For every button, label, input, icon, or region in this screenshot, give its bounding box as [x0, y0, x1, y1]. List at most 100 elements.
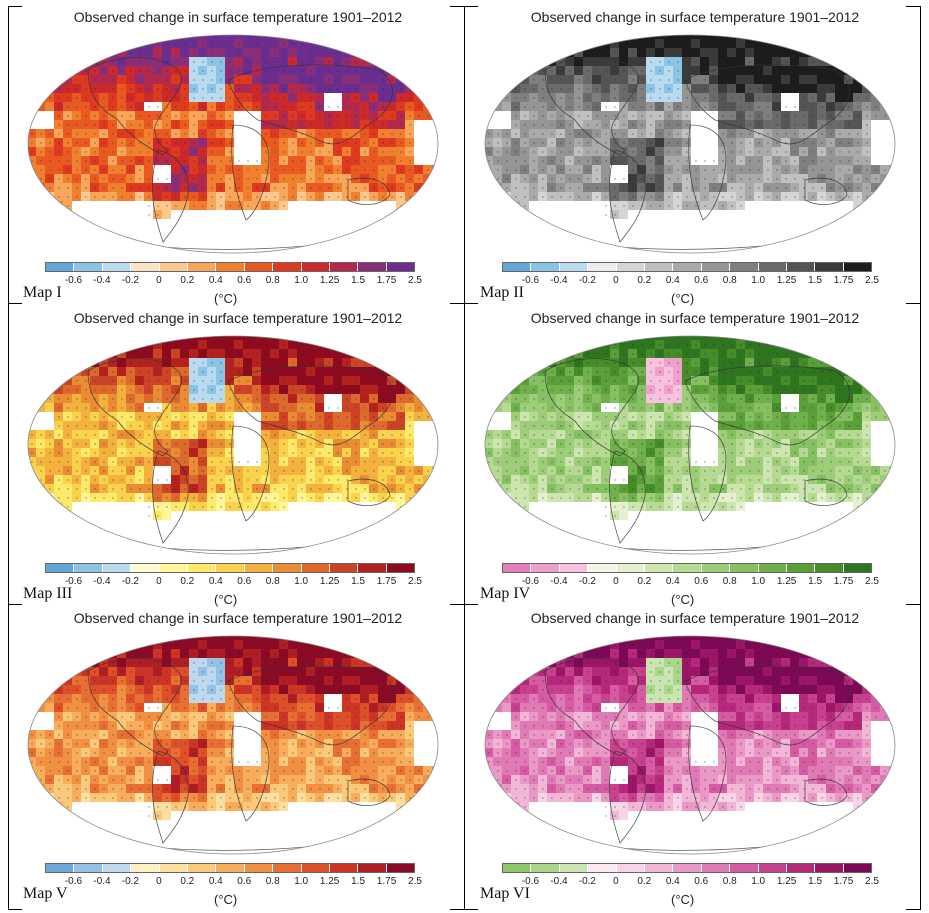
colorbar-tick-label: 1.25	[776, 275, 797, 286]
map-label: Map III	[23, 585, 73, 602]
colorbar-ticks: -0.6 -0.4 -0.2 0 0.2 0.4 0.6 0.8 1.0 1.25 1.5 1.75 2…	[502, 576, 879, 588]
colorbar-segment	[329, 564, 359, 572]
colorbar-segment	[786, 564, 816, 572]
colorbar-tick-label: 0.2	[637, 876, 652, 887]
map-panel-4: Observed change in surface temperature 1…	[475, 305, 915, 607]
colorbar-segment	[216, 564, 245, 572]
colorbar-segment	[673, 263, 702, 271]
colorbar-segment	[503, 564, 532, 572]
map-border	[484, 635, 896, 855]
colorbar-tick-label: -0.6	[521, 876, 540, 887]
colorbar-segment	[843, 564, 872, 572]
colorbar-segment	[386, 263, 415, 271]
colorbar-segment	[187, 564, 217, 572]
world-temperature-map	[27, 635, 439, 855]
colorbar-tick-label: -0.6	[521, 576, 540, 587]
colorbar-segment	[159, 864, 188, 872]
colorbar-segment	[701, 564, 731, 572]
map-label: Map VI	[480, 885, 530, 902]
colorbar-segment	[758, 263, 787, 271]
unit-label: (°C)	[671, 291, 695, 306]
colorbar-tick-label: 1.75	[376, 275, 397, 286]
colorbar-tick-label: -0.4	[93, 876, 111, 887]
colorbar-tick-label: 1.0	[294, 275, 309, 286]
colorbar-segment	[673, 564, 702, 572]
colorbar-tick-label: 2.5	[865, 275, 879, 286]
colorbar-segment	[358, 263, 387, 271]
colorbar-tick-label: 0.6	[694, 576, 709, 587]
colorbar-segment	[644, 564, 674, 572]
map-title: Observed change in surface temperature 1…	[530, 310, 860, 326]
colorbar-segment	[358, 864, 387, 872]
colorbar-ticks: -0.6 -0.4 -0.2 0 0.2 0.4 0.6 0.8 1.0 1.25 1.5 1.75 2…	[45, 876, 422, 888]
colorbar-segment	[559, 564, 589, 572]
world-temperature-map	[484, 635, 896, 855]
colorbar-segment	[216, 263, 245, 271]
map-label: Map V	[23, 885, 68, 902]
colorbar-tick-label: 1.0	[751, 275, 766, 286]
colorbar-tick-label: 1.5	[808, 876, 823, 887]
colorbar-tick-label: -0.2	[121, 576, 139, 587]
map-panel-3: Observed change in surface temperature 1…	[18, 305, 458, 607]
row2-mid-tick	[450, 604, 478, 605]
colorbar-tick-label: 1.0	[294, 576, 309, 587]
colorbar-segment	[673, 864, 702, 872]
colorbar-segment	[74, 864, 103, 872]
colorbar-tick-label: -0.4	[93, 275, 111, 286]
map-panel-2: Observed change in surface temperature 1…	[475, 4, 915, 306]
map-title: Observed change in surface temperature 1…	[73, 610, 403, 626]
colorbar-tick-label: -0.4	[550, 876, 568, 887]
colorbar-segment	[701, 864, 731, 872]
colorbar-segment	[588, 564, 617, 572]
colorbar-segment	[187, 263, 217, 271]
colorbar-tick-label: 1.0	[751, 576, 766, 587]
bottom-mid-tick	[450, 909, 478, 910]
colorbar-tick-label: -0.2	[578, 876, 596, 887]
colorbar-tick-label: -0.4	[93, 576, 111, 587]
colorbar-tick-label: 1.25	[319, 876, 340, 887]
colorbar-ticks: -0.6 -0.4 -0.2 0 0.2 0.4 0.6 0.8 1.0 1.25 1.5 1.75 2…	[502, 275, 879, 287]
coastline-outline	[87, 358, 393, 551]
colorbar-segment	[616, 263, 645, 271]
colorbar-segment	[815, 864, 844, 872]
colorbar	[502, 863, 872, 873]
colorbar-segment	[329, 263, 359, 271]
colorbar-segment	[616, 864, 645, 872]
colorbar-tick-label: 0.2	[637, 576, 652, 587]
colorbar-tick-label: 0.2	[180, 275, 195, 286]
map-border	[27, 635, 439, 855]
row1-left-tick	[8, 303, 22, 304]
colorbar-segment	[74, 564, 103, 572]
map-title: Observed change in surface temperature 1…	[530, 9, 860, 25]
colorbar-tick-label: 0.2	[180, 876, 195, 887]
colorbar-tick-label: 1.25	[776, 576, 797, 587]
colorbar-segment	[301, 564, 330, 572]
coastline-outline	[87, 658, 393, 851]
colorbar-segment	[815, 564, 844, 572]
coastline-outline	[87, 57, 393, 250]
colorbar-segment	[46, 864, 75, 872]
row2-right-tick	[906, 604, 920, 605]
colorbar-tick-label: 0	[613, 275, 619, 286]
colorbar-tick-label: -0.6	[64, 876, 83, 887]
colorbar-tick-label: 0.6	[237, 876, 252, 887]
colorbar-segment	[74, 263, 103, 271]
colorbar-tick-label: 1.0	[751, 876, 766, 887]
colorbar-tick-label: 0.4	[665, 576, 680, 587]
map-border	[27, 335, 439, 555]
coastline-outline	[544, 57, 850, 250]
temperature-grid	[485, 636, 895, 820]
colorbar	[502, 262, 872, 272]
colorbar-segment	[531, 864, 560, 872]
colorbar-segment	[843, 864, 872, 872]
colorbar-segment	[786, 263, 816, 271]
colorbar	[45, 863, 415, 873]
colorbar-segment	[46, 564, 75, 572]
colorbar-tick-label: 0	[613, 576, 619, 587]
top-left-tick	[8, 6, 22, 7]
colorbar-tick-label: 1.25	[776, 876, 797, 887]
colorbar-tick-label: 1.25	[319, 576, 340, 587]
colorbar-tick-label: 0.6	[694, 876, 709, 887]
colorbar-tick-label: 0.4	[208, 275, 223, 286]
temperature-grid	[485, 336, 895, 520]
